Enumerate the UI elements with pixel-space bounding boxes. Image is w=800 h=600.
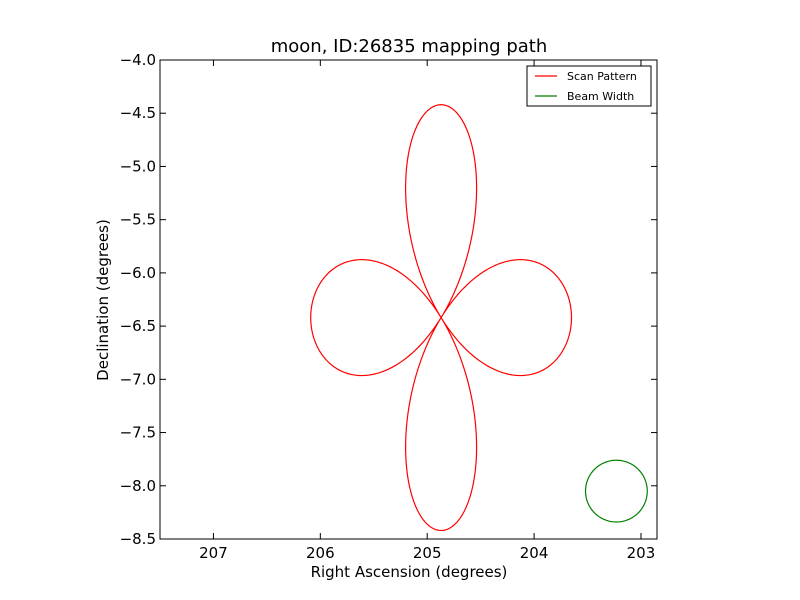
plot-frame — [159, 59, 658, 540]
y-tick-label: −7.0 — [120, 370, 156, 388]
legend-label-beam-width: Beam Width — [567, 90, 634, 103]
x-tick-label: 203 — [627, 544, 656, 562]
legend: Scan Pattern Beam Width — [526, 65, 652, 107]
y-tick-label: −4.0 — [120, 51, 156, 69]
y-axis-ticks: −4.0 −4.5 −5.0 −5.5 −6.0 −6.5 −7.0 −7.5 −8.0 −8.5 — [120, 51, 657, 548]
legend-label-scan-pattern: Scan Pattern — [567, 70, 637, 83]
y-tick-label: −5.5 — [120, 211, 156, 229]
legend-box — [526, 65, 652, 107]
y-tick-label: −8.5 — [120, 530, 156, 548]
x-tick-label: 204 — [520, 544, 549, 562]
y-axis-label: Declination (degrees) — [94, 219, 112, 381]
beam-width-circle — [584, 459, 648, 523]
y-tick-label: −6.0 — [120, 264, 156, 282]
x-tick-label: 207 — [199, 544, 228, 562]
x-axis-ticks: 207 206 205 204 203 — [199, 60, 655, 562]
y-tick-label: −8.0 — [120, 477, 156, 495]
x-axis-label: Right Ascension (degrees) — [311, 563, 508, 581]
y-tick-label: −7.5 — [120, 424, 156, 442]
x-tick-label: 206 — [306, 544, 335, 562]
plot-area — [159, 59, 658, 540]
x-tick-label: 205 — [413, 544, 442, 562]
y-tick-label: −6.5 — [120, 317, 156, 335]
chart-title: moon, ID:26835 mapping path — [271, 36, 548, 57]
scan-pattern-line — [310, 104, 573, 532]
y-tick-label: −4.5 — [120, 104, 156, 122]
y-tick-label: −5.0 — [120, 157, 156, 175]
